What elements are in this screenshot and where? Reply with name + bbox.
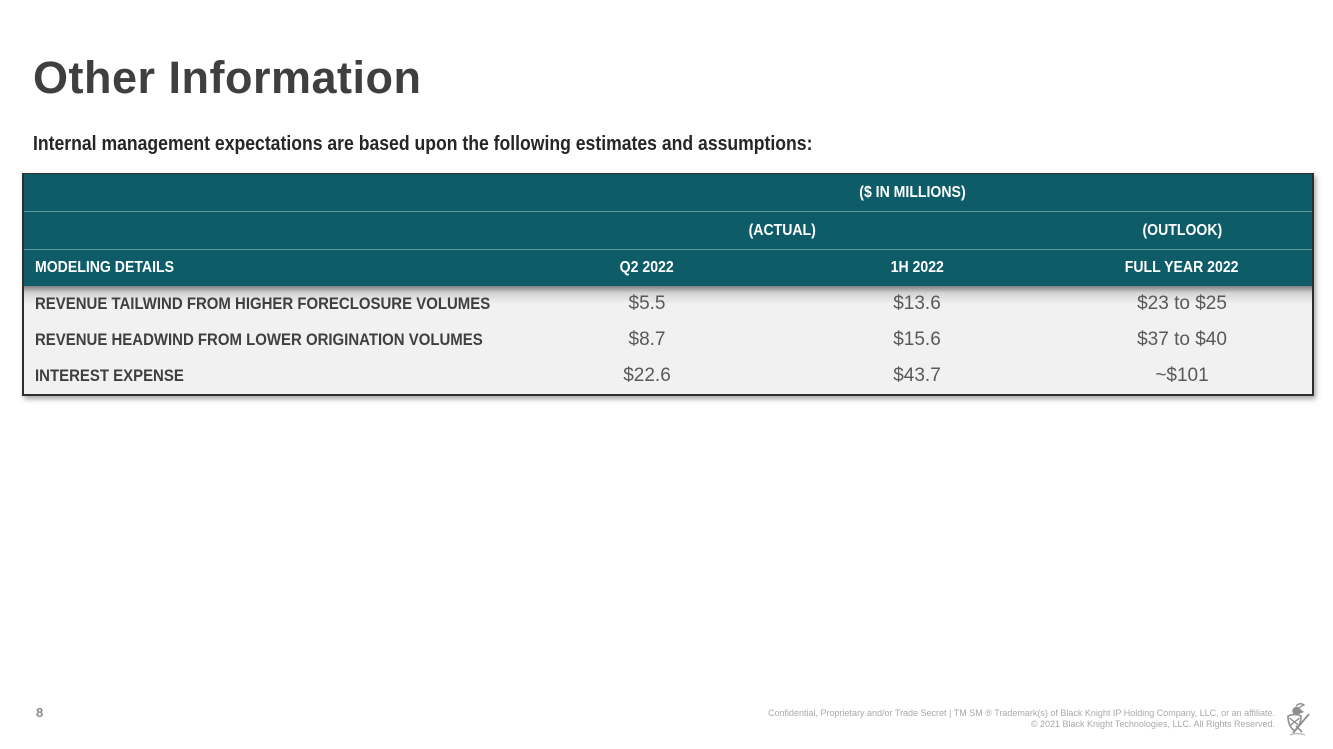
row-label: INTEREST EXPENSE	[35, 366, 184, 385]
row-label: REVENUE HEADWIND FROM LOWER ORIGINATION …	[35, 330, 483, 349]
table-body: REVENUE TAILWIND FROM HIGHER FORECLOSURE…	[24, 286, 1312, 394]
table-header-columns-row: MODELING DETAILS Q2 2022 1H 2022 FULL YE…	[24, 250, 1312, 286]
units-header-cell: ($ IN MILLIONS)	[512, 184, 1312, 202]
table-header-units-row: ($ IN MILLIONS)	[24, 174, 1312, 212]
outlook-group-label: (OUTLOOK)	[1142, 221, 1222, 239]
cell-full-year-2022: $23 to $25	[1137, 293, 1227, 314]
footer-line2: © 2021 Black Knight Technologies, LLC. A…	[1030, 719, 1275, 729]
cell-1h-2022: $15.6	[893, 329, 941, 350]
table-row: INTEREST EXPENSE $22.6 $43.7 ~$101	[24, 358, 1312, 394]
actual-group-cell: (ACTUAL)	[512, 222, 1052, 240]
slide-subtitle: Internal management expectations are bas…	[33, 133, 813, 155]
actual-group-label: (ACTUAL)	[748, 221, 816, 239]
column-header-1h-2022: 1H 2022	[890, 259, 944, 276]
column-header-modeling-details: MODELING DETAILS	[35, 259, 174, 276]
cell-1h-2022: $13.6	[893, 293, 941, 314]
row-label: REVENUE TAILWIND FROM HIGHER FORECLOSURE…	[35, 294, 491, 313]
cell-q2-2022: $8.7	[628, 329, 666, 350]
cell-q2-2022: $5.5	[628, 293, 666, 314]
page-number: 8	[36, 705, 44, 720]
column-header-q2-2022: Q2 2022	[619, 259, 675, 276]
outlook-group-cell: (OUTLOOK)	[1052, 222, 1312, 240]
cell-full-year-2022: ~$101	[1155, 365, 1209, 386]
cell-1h-2022: $43.7	[893, 365, 941, 386]
black-knight-logo	[1287, 703, 1310, 736]
page-title: Other Information	[33, 52, 422, 103]
footer-line1: Confidential, Proprietary and/or Trade S…	[767, 708, 1275, 718]
column-header-full-year-2022: FULL YEAR 2022	[1125, 259, 1239, 276]
table-row: REVENUE TAILWIND FROM HIGHER FORECLOSURE…	[24, 286, 1312, 322]
table-header-group-row: (ACTUAL) (OUTLOOK)	[24, 212, 1312, 250]
cell-q2-2022: $22.6	[623, 365, 671, 386]
table-row: REVENUE HEADWIND FROM LOWER ORIGINATION …	[24, 322, 1312, 358]
cell-full-year-2022: $37 to $40	[1137, 329, 1227, 350]
footer-legal-text: Confidential, Proprietary and/or Trade S…	[768, 708, 1275, 730]
units-header-label: ($ IN MILLIONS)	[858, 183, 966, 201]
modeling-details-table: ($ IN MILLIONS) (ACTUAL) (OUTLOOK) MODEL…	[22, 173, 1314, 396]
